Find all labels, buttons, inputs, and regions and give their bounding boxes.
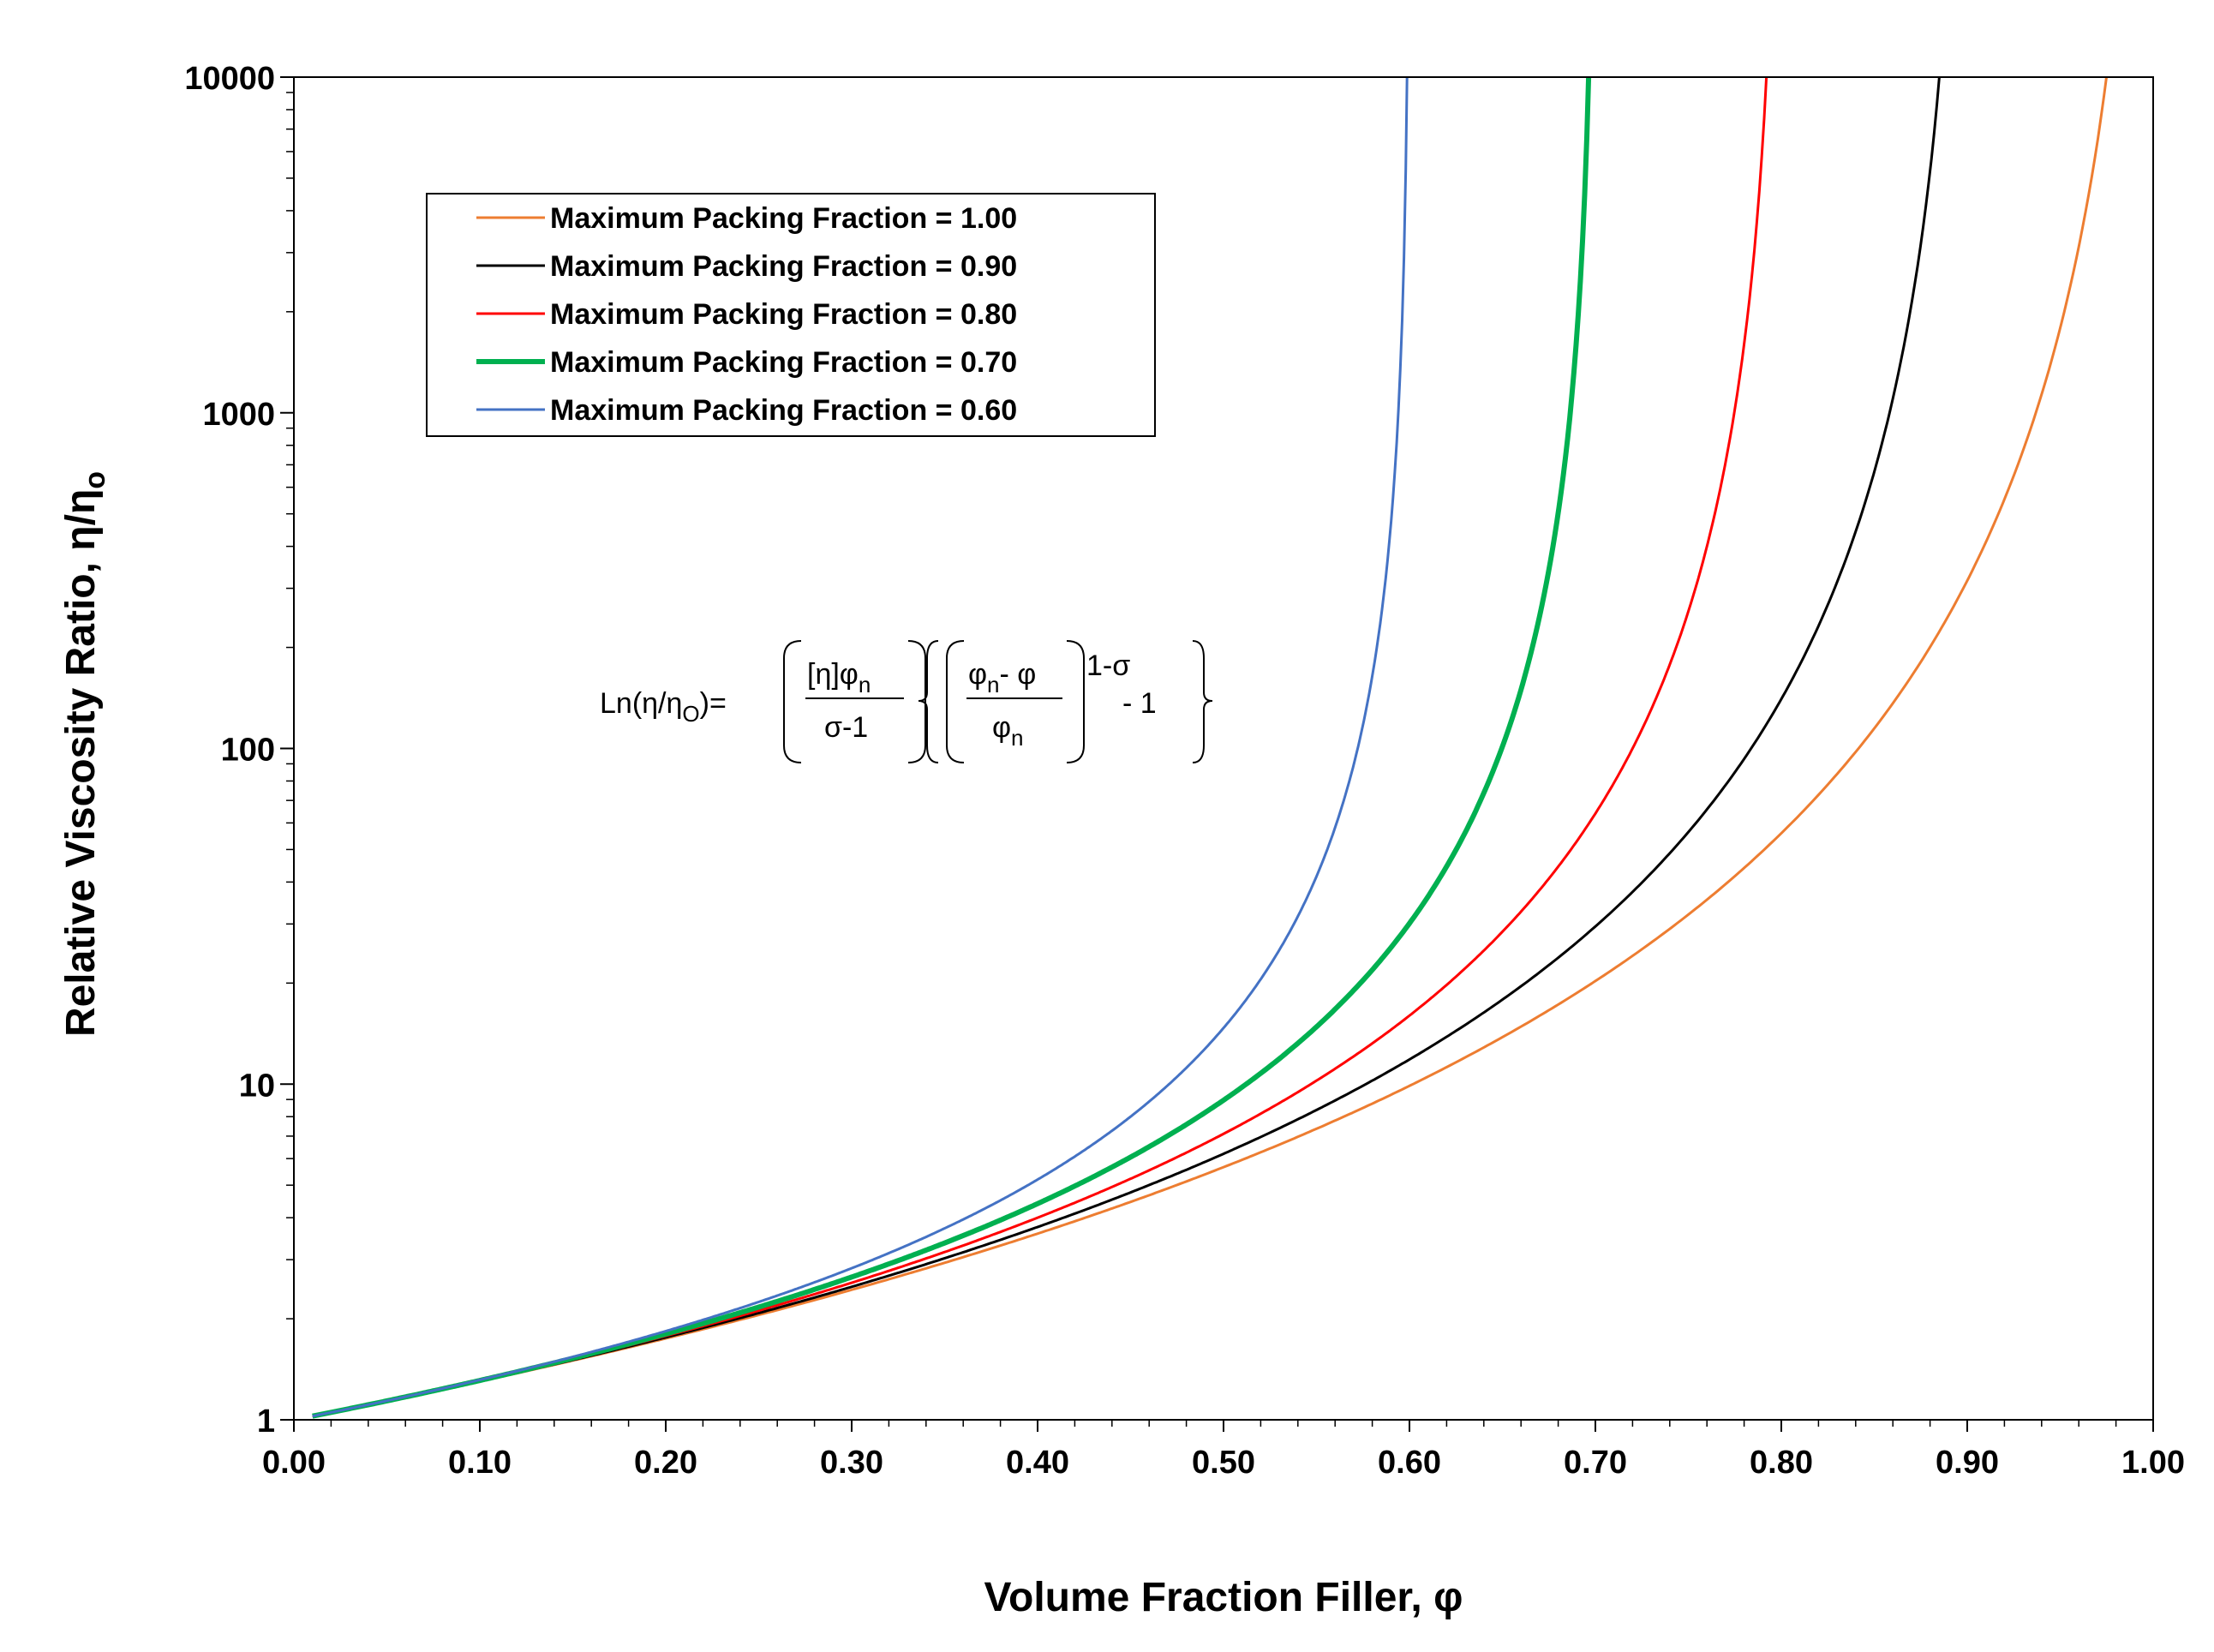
x-tick-label: 0.50 bbox=[1192, 1445, 1255, 1481]
x-tick-label: 0.70 bbox=[1564, 1445, 1627, 1481]
x-tick-label: 1.00 bbox=[2121, 1445, 2185, 1481]
x-tick-label: 0.60 bbox=[1378, 1445, 1441, 1481]
x-tick-label: 0.20 bbox=[634, 1445, 697, 1481]
brace-right bbox=[1192, 640, 1213, 763]
x-tick-label: 0.00 bbox=[262, 1445, 326, 1481]
x-tick-label: 0.80 bbox=[1750, 1445, 1813, 1481]
fraction1-denominator: σ-1 bbox=[824, 711, 868, 744]
brace-left bbox=[918, 640, 939, 763]
x-axis-title: Volume Fraction Filler, φ bbox=[984, 1575, 1463, 1620]
series-group bbox=[312, 76, 2108, 1419]
legend-label: Maximum Packing Fraction = 0.60 bbox=[550, 394, 1017, 427]
fraction1-numerator: [η]φn bbox=[807, 658, 871, 697]
legend-box bbox=[426, 193, 1156, 437]
fraction2-numerator: φn- φ bbox=[968, 658, 1036, 697]
x-tick-label: 0.40 bbox=[1006, 1445, 1069, 1481]
legend-label: Maximum Packing Fraction = 0.80 bbox=[550, 298, 1017, 331]
x-tick-label: 0.10 bbox=[448, 1445, 512, 1481]
paren-left-2 bbox=[946, 640, 965, 763]
y-tick-label: 1 bbox=[257, 1404, 275, 1440]
equation-annotation: Ln(η/ηO)= [η]φn σ-1 φn- φ φn 1-σ - 1 bbox=[600, 640, 1213, 763]
equation-tail: - 1 bbox=[1122, 687, 1157, 720]
series-line bbox=[312, 76, 1409, 1418]
x-tick-labels: 0.00 0.10 0.20 0.30 0.40 0.50 0.60 0.70 0.80 0.90… bbox=[262, 1445, 2185, 1481]
y-tick-labels: 1 10 100 1000 10000 bbox=[184, 61, 275, 1440]
y-tick-label: 100 bbox=[221, 733, 275, 769]
major-ticks bbox=[280, 76, 2154, 1432]
y-axis-title: Relative Viscosity Ratio, η/ηo bbox=[58, 471, 111, 1037]
legend-label: Maximum Packing Fraction = 0.90 bbox=[550, 250, 1017, 283]
y-tick-label: 10 bbox=[239, 1068, 275, 1104]
legend-label: Maximum Packing Fraction = 0.70 bbox=[550, 346, 1017, 379]
fraction2-denominator: φn bbox=[992, 711, 1024, 751]
paren-right-2 bbox=[1066, 640, 1085, 763]
plot-frame bbox=[293, 76, 2154, 1421]
legend: Maximum Packing Fraction = 1.00 Maximum P… bbox=[426, 193, 1156, 437]
x-tick-label: 0.90 bbox=[1936, 1445, 1999, 1481]
paren-left-1 bbox=[783, 640, 802, 763]
x-tick-label: 0.30 bbox=[820, 1445, 883, 1481]
paren-right-1 bbox=[907, 640, 926, 763]
minor-ticks bbox=[286, 92, 2117, 1427]
equation-lhs: Ln(η/ηO)= bbox=[600, 687, 727, 727]
y-tick-label: 1000 bbox=[202, 397, 275, 433]
equation-exponent: 1-σ bbox=[1086, 649, 1130, 682]
legend-label: Maximum Packing Fraction = 1.00 bbox=[550, 202, 1017, 235]
y-tick-label: 10000 bbox=[184, 61, 275, 97]
